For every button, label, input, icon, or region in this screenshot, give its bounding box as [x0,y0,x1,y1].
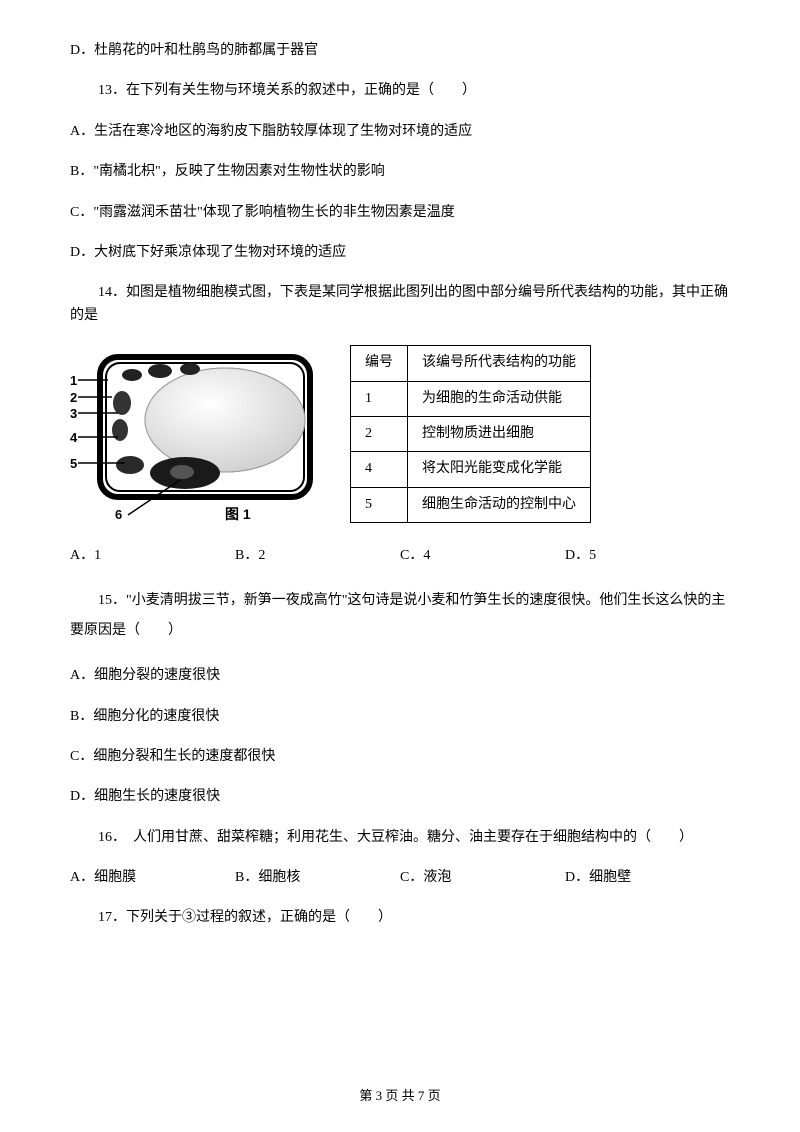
table-cell: 5 [351,487,408,522]
table-cell: 2 [351,416,408,451]
q12-option-d: D．杜鹃花的叶和杜鹃鸟的肺都属于器官 [70,40,730,62]
q13-stem: 13．在下列有关生物与环境关系的叙述中，正确的是（ ） [70,80,730,102]
q13-option-c: C．"雨露滋润禾苗壮"体现了影响植物生长的非生物因素是温度 [70,202,730,224]
q15-option-b: B．细胞分化的速度很快 [70,706,730,728]
q14-figure-and-table: 1 2 3 4 5 6 图 1 编号 该编号所代表结构的功能 1 为细胞的生命活… [70,345,730,525]
diagram-label-4: 4 [70,428,77,449]
table-header-num: 编号 [351,346,408,381]
q13-option-d: D．大树底下好乘凉体现了生物对环境的适应 [70,242,730,264]
q16-stem: 16． 人们用甘蔗、甜菜榨糖；利用花生、大豆榨油。糖分、油主要存在于细胞结构中的… [70,827,730,849]
page-footer: 第 3 页 共 7 页 [0,1086,800,1107]
table-row: 5 细胞生命活动的控制中心 [351,487,591,522]
table-row: 4 将太阳光能变成化学能 [351,452,591,487]
q16-option-c: C．液泡 [400,867,565,889]
table-cell: 1 [351,381,408,416]
table-header-func: 该编号所代表结构的功能 [408,346,591,381]
q15-option-d: D．细胞生长的速度很快 [70,786,730,808]
q14-stem: 14．如图是植物细胞模式图，下表是某同学根据此图列出的图中部分编号所代表结构的功… [70,282,730,327]
q15-stem: 15．"小麦清明拔三节，新笋一夜成高竹"这句诗是说小麦和竹笋生长的速度很快。他们… [70,586,730,648]
table-cell: 细胞生命活动的控制中心 [408,487,591,522]
table-cell: 为细胞的生命活动供能 [408,381,591,416]
table-cell: 将太阳光能变成化学能 [408,452,591,487]
function-table: 编号 该编号所代表结构的功能 1 为细胞的生命活动供能 2 控制物质进出细胞 4… [350,345,591,523]
q14-options: A．1 B．2 C．4 D．5 [70,545,730,567]
q15-option-a: A．细胞分裂的速度很快 [70,665,730,687]
table-cell: 控制物质进出细胞 [408,416,591,451]
q16-options: A．细胞膜 B．细胞核 C．液泡 D．细胞壁 [70,867,730,889]
diagram-caption: 图 1 [225,503,251,525]
q16-option-a: A．细胞膜 [70,867,235,889]
diagram-label-5: 5 [70,454,77,475]
diagram-label-3: 3 [70,404,77,425]
table-row: 2 控制物质进出细胞 [351,416,591,451]
cell-diagram: 1 2 3 4 5 6 图 1 [70,345,330,525]
q15-option-c: C．细胞分裂和生长的速度都很快 [70,746,730,768]
table-row: 编号 该编号所代表结构的功能 [351,346,591,381]
q13-option-b: B．"南橘北枳"，反映了生物因素对生物性状的影响 [70,161,730,183]
q17-stem: 17．下列关于③过程的叙述，正确的是（ ） [70,907,730,929]
q16-option-d: D．细胞壁 [565,867,730,889]
q14-option-d: D．5 [565,545,730,567]
q13-option-a: A．生活在寒冷地区的海豹皮下脂肪较厚体现了生物对环境的适应 [70,121,730,143]
q14-option-a: A．1 [70,545,235,567]
q14-option-b: B．2 [235,545,400,567]
q16-option-b: B．细胞核 [235,867,400,889]
diagram-label-6: 6 [115,505,122,526]
q14-option-c: C．4 [400,545,565,567]
table-cell: 4 [351,452,408,487]
table-row: 1 为细胞的生命活动供能 [351,381,591,416]
cell-svg [70,345,330,525]
